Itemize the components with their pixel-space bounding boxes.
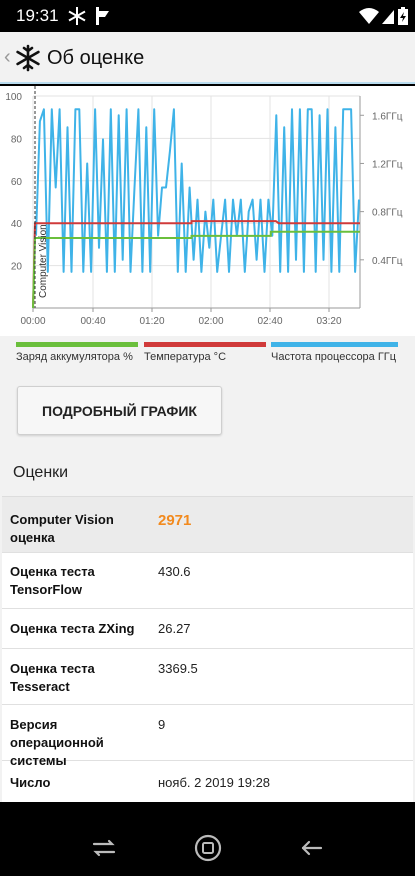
chart-x-tick-label: 00:00	[20, 316, 45, 327]
table-row: Оценка теста ZXing 26.27	[2, 609, 413, 649]
table-row: Версия операционной системы 9	[2, 705, 413, 768]
status-bar: 19:31	[0, 0, 415, 32]
legend-swatch-temperature	[144, 342, 266, 347]
score-value: нояб. 2 2019 19:28	[158, 775, 271, 790]
series-line-cpu-frequency	[35, 108, 360, 273]
score-value: 430.6	[158, 564, 191, 579]
chart-y-tick-label: 20	[11, 262, 23, 273]
content-area[interactable]: 100 80 60 40 20 1.6ГГц 1.2ГГц 0.8ГГц 0.4ГГц 00:00…	[0, 86, 415, 802]
chart-y-right-tick-label: 1.6ГГц	[372, 111, 403, 122]
chevron-left-icon[interactable]: ‹	[4, 46, 11, 68]
table-row: Число нояб. 2 2019 19:28	[2, 761, 413, 802]
notification-flag-icon	[96, 7, 109, 25]
signal-icon	[382, 10, 394, 24]
score-value: 3369.5	[158, 661, 198, 676]
chart-y-tick-label: 40	[11, 219, 23, 230]
table-row: Computer Vision оценка 2971	[2, 497, 413, 553]
chart-y-right-tick-label: 1.2ГГц	[372, 159, 403, 170]
navigation-bar	[0, 802, 415, 876]
table-row: Оценка теста Tesseract 3369.5	[2, 649, 413, 705]
legend-item-battery: Заряд аккумулятора %	[16, 342, 138, 363]
score-label: Оценка теста ZXing	[10, 621, 135, 636]
legend-swatch-battery	[16, 342, 138, 347]
chart-x-tick-label: 02:40	[257, 316, 282, 327]
chart-y-tick-label: 80	[11, 134, 23, 145]
section-title-scores: Оценки	[13, 464, 69, 481]
snowflake-icon	[16, 44, 40, 72]
score-label: Computer Vision оценка	[10, 512, 114, 545]
chart-legend: Заряд аккумулятора % Температура °C Част…	[0, 342, 415, 366]
detailed-chart-button[interactable]: ПОДРОБНЫЙ ГРАФИК	[17, 386, 222, 435]
chart-y-right-tick-label: 0.8ГГц	[372, 208, 403, 219]
score-value: 26.27	[158, 621, 191, 636]
score-label: Число	[10, 775, 51, 790]
status-time: 19:31	[16, 6, 59, 25]
table-row: Оценка теста TensorFlow 430.6	[2, 553, 413, 609]
chart-x-tick-label: 00:40	[80, 316, 105, 327]
back-arrow-icon[interactable]	[300, 838, 324, 858]
legend-item-cpu-frequency: Частота процессора ГГц	[271, 342, 398, 363]
series-line-temperature	[32, 220, 360, 309]
app-bar: ‹ Об оценке	[0, 32, 415, 84]
wifi-icon	[359, 8, 379, 24]
page-title: Об оценке	[47, 47, 145, 69]
chart-x-tick-label: 01:20	[139, 316, 164, 327]
chart-y-tick-label: 60	[11, 177, 23, 188]
chart-y-right-tick-label: 0.4ГГц	[372, 256, 403, 267]
score-label: Оценка теста TensorFlow	[10, 564, 95, 597]
series-line-battery	[32, 230, 360, 309]
battery-temp-cpu-chart: 100 80 60 40 20 1.6ГГц 1.2ГГц 0.8ГГц 0.4ГГц 00:00…	[0, 86, 415, 336]
score-label: Оценка теста Tesseract	[10, 661, 95, 694]
scores-table: Computer Vision оценка 2971 Оценка теста…	[2, 496, 413, 802]
chart-x-tick-label: 03:20	[316, 316, 341, 327]
home-icon[interactable]	[194, 834, 222, 862]
recent-apps-icon[interactable]	[92, 838, 116, 858]
score-value: 2971	[158, 512, 192, 529]
score-label: Версия операционной системы	[10, 717, 104, 768]
chart-marker-label: Computer Vision	[38, 224, 49, 298]
chart-x-tick-label: 02:00	[198, 316, 223, 327]
chart-y-tick-label: 100	[5, 92, 22, 103]
battery-charging-icon	[398, 7, 408, 25]
snowflake-icon	[68, 7, 86, 25]
legend-swatch-cpu	[271, 342, 398, 347]
score-value: 9	[158, 717, 166, 732]
legend-item-temperature: Температура °C	[144, 342, 266, 363]
